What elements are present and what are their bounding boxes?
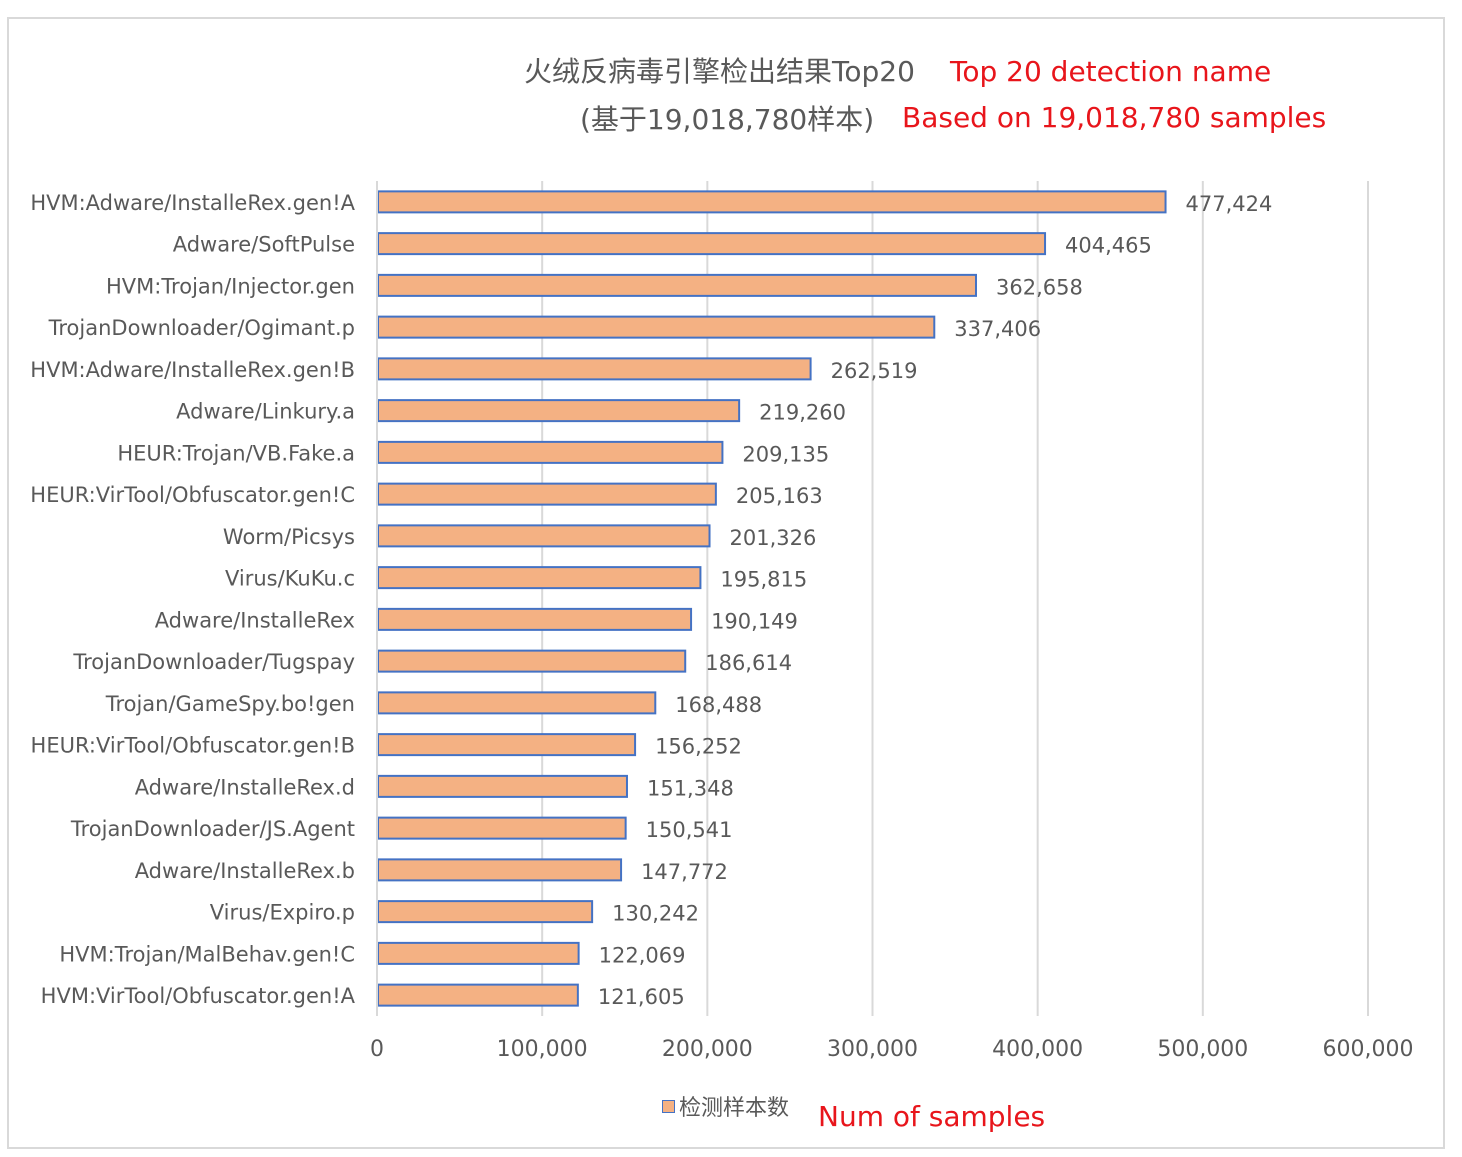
legend-annotation: Num of samples bbox=[818, 1100, 1046, 1133]
bar bbox=[377, 649, 687, 673]
category-label: Adware/SoftPulse bbox=[173, 233, 355, 257]
bar bbox=[377, 232, 1047, 256]
bar bbox=[377, 482, 717, 506]
bar bbox=[377, 607, 693, 631]
value-label: 477,424 bbox=[1186, 192, 1273, 216]
value-label: 147,772 bbox=[641, 860, 728, 884]
value-label: 362,658 bbox=[996, 275, 1083, 299]
x-tick-label: 400,000 bbox=[992, 1037, 1083, 1062]
category-label: TrojanDownloader/Ogimant.p bbox=[48, 316, 355, 340]
bar bbox=[377, 273, 977, 297]
bar bbox=[377, 900, 594, 924]
bar bbox=[377, 566, 702, 590]
category-label: HVM:Trojan/MalBehav.gen!C bbox=[59, 942, 355, 966]
category-label: Adware/InstalleRex.d bbox=[135, 775, 355, 799]
x-tick-label: 100,000 bbox=[497, 1037, 588, 1062]
category-label: HVM:VirTool/Obfuscator.gen!A bbox=[41, 984, 356, 1008]
x-tick-label: 600,000 bbox=[1323, 1037, 1414, 1062]
value-label: 122,069 bbox=[599, 943, 686, 967]
category-label: Virus/Expiro.p bbox=[210, 901, 355, 925]
category-label: Adware/InstalleRex.b bbox=[135, 859, 355, 883]
bar bbox=[377, 733, 637, 757]
chart-subtitle: (基于19,018,780样本) bbox=[580, 103, 875, 136]
value-label: 201,326 bbox=[730, 526, 817, 550]
value-label: 130,242 bbox=[612, 902, 699, 926]
value-label: 205,163 bbox=[736, 484, 823, 508]
category-label: HEUR:Trojan/VB.Fake.a bbox=[117, 441, 355, 465]
category-label: HEUR:VirTool/Obfuscator.gen!C bbox=[30, 483, 355, 507]
value-label: 404,465 bbox=[1065, 234, 1152, 258]
bar bbox=[377, 357, 812, 381]
legend-swatch bbox=[662, 1099, 675, 1113]
value-label: 337,406 bbox=[954, 317, 1041, 341]
x-tick-label: 0 bbox=[370, 1037, 384, 1062]
category-label: HVM:Adware/InstalleRex.gen!A bbox=[30, 191, 355, 215]
bar bbox=[377, 399, 741, 423]
bar bbox=[377, 440, 724, 464]
bar bbox=[377, 774, 628, 798]
category-label: HEUR:VirTool/Obfuscator.gen!B bbox=[31, 734, 355, 758]
category-label: HVM:Adware/InstalleRex.gen!B bbox=[30, 358, 355, 382]
value-label: 219,260 bbox=[759, 401, 846, 425]
bar bbox=[377, 315, 936, 339]
category-label: Adware/InstalleRex bbox=[155, 608, 355, 632]
bar bbox=[377, 524, 711, 548]
category-label: TrojanDownloader/JS.Agent bbox=[70, 817, 355, 841]
value-label: 190,149 bbox=[711, 609, 798, 633]
category-label: Worm/Picsys bbox=[223, 525, 355, 549]
category-label: Adware/Linkury.a bbox=[176, 400, 355, 424]
chart-legend: 检测样本数 bbox=[662, 1090, 789, 1122]
category-label: Virus/KuKu.c bbox=[225, 567, 355, 591]
category-label: TrojanDownloader/Tugspay bbox=[72, 650, 355, 674]
bar bbox=[377, 858, 623, 882]
title-annotation: Top 20 detection name bbox=[950, 55, 1272, 88]
value-label: 186,614 bbox=[705, 651, 792, 675]
value-label: 209,135 bbox=[742, 442, 829, 466]
value-label: 121,605 bbox=[598, 985, 685, 1009]
x-tick-label: 300,000 bbox=[827, 1037, 918, 1062]
category-label: HVM:Trojan/Injector.gen bbox=[106, 274, 355, 298]
value-label: 262,519 bbox=[831, 359, 918, 383]
bar bbox=[377, 941, 580, 965]
value-label: 151,348 bbox=[647, 776, 734, 800]
value-label: 156,252 bbox=[655, 735, 742, 759]
value-label: 168,488 bbox=[675, 693, 762, 717]
bar bbox=[377, 983, 579, 1007]
value-label: 150,541 bbox=[646, 818, 733, 842]
value-label: 195,815 bbox=[720, 568, 807, 592]
chart-title: 火绒反病毒引擎检出结果Top20 bbox=[524, 55, 915, 88]
bar bbox=[377, 190, 1167, 214]
subtitle-annotation: Based on 19,018,780 samples bbox=[902, 101, 1327, 134]
bar bbox=[377, 816, 627, 840]
category-label: Trojan/GameSpy.bo!gen bbox=[105, 692, 355, 716]
legend-label: 检测样本数 bbox=[679, 1096, 790, 1121]
bar bbox=[377, 691, 657, 715]
x-tick-label: 500,000 bbox=[1157, 1037, 1248, 1062]
x-tick-label: 200,000 bbox=[662, 1037, 753, 1062]
